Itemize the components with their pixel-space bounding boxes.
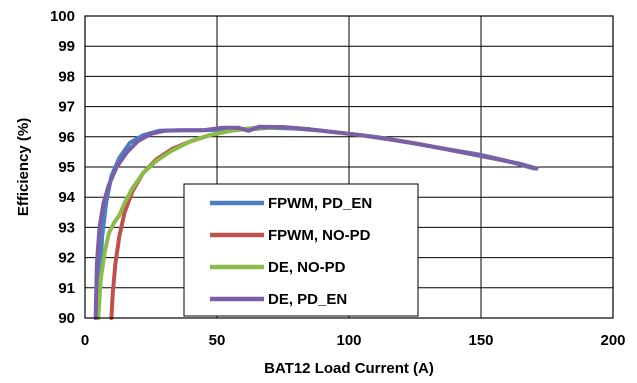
y-tick-label: 92	[58, 250, 75, 267]
y-tick-label: 100	[50, 8, 75, 25]
legend-label: DE, PD_EN	[268, 291, 347, 308]
y-tick-label: 95	[58, 159, 75, 176]
tick-labels: 90 91 92 93 94 95 96 97 98 99 100 0 50 100 150 200	[50, 8, 626, 349]
x-tick-label: 150	[468, 332, 493, 349]
y-tick-label: 98	[58, 68, 75, 85]
x-tick-label: 0	[81, 332, 89, 349]
legend: FPWM, PD_EN FPWM, NO-PD DE, NO-PD DE, PD_EN	[183, 183, 419, 317]
y-tick-label: 90	[58, 310, 75, 327]
x-tick-label: 100	[336, 332, 361, 349]
legend-box	[183, 183, 419, 317]
y-tick-label: 93	[58, 219, 75, 236]
legend-label: DE, NO-PD	[268, 259, 346, 276]
legend-label: FPWM, PD_EN	[268, 195, 372, 212]
x-tick-label: 50	[209, 332, 226, 349]
series-line-4	[93, 124, 539, 320]
x-tick-label: 200	[600, 332, 625, 349]
y-tick-label: 99	[58, 38, 75, 55]
y-tick-label: 91	[58, 280, 75, 297]
y-tick-label: 94	[58, 189, 75, 206]
y-tick-label: 97	[58, 99, 75, 116]
y-axis-title: Efficiency (%)	[15, 118, 32, 216]
plot-area-border	[84, 15, 614, 319]
axes	[84, 15, 614, 319]
legend-label: FPWM, NO-PD	[268, 227, 371, 244]
series-layer	[93, 124, 539, 320]
y-tick-label: 96	[58, 129, 75, 146]
x-axis-title: BAT12 Load Current (A)	[264, 360, 434, 377]
